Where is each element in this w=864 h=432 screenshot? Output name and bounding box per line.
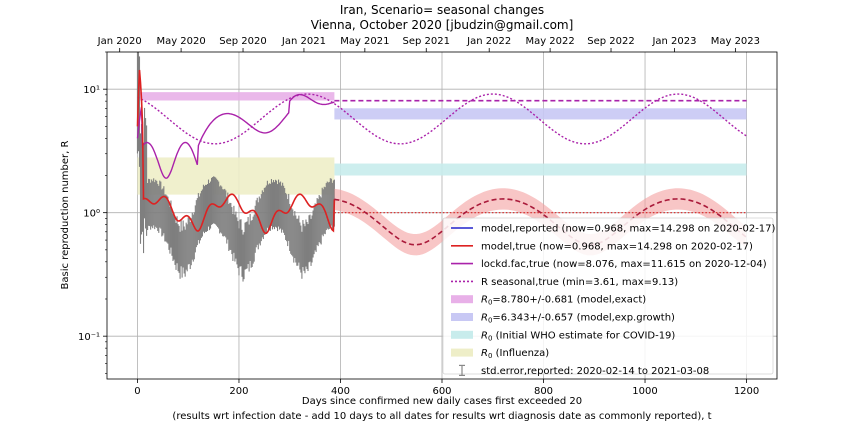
x-axis-label-2: (results wrt infection date - add 10 day…	[172, 411, 711, 422]
top-tick-label: May 2020	[156, 36, 205, 47]
r0-band-3	[137, 157, 335, 195]
y-axis-ticks: 10⁻¹ 10⁰ 10¹	[78, 51, 107, 374]
x-tick-label: 800	[534, 386, 553, 397]
x-tick-label: 600	[432, 386, 451, 397]
r0-band-0	[137, 92, 335, 101]
top-tick-label: May 2022	[525, 36, 574, 47]
lockdown-line	[136, 93, 335, 179]
legend-swatch-band	[451, 295, 473, 304]
top-tick-label: Jan 2020	[97, 36, 142, 47]
legend-label: R0=8.780+/-0.681 (model,exact)	[481, 295, 646, 307]
legend-box	[442, 217, 774, 375]
y-tick-label: 10¹	[83, 85, 100, 96]
legend-label: R0=6.343+/-0.657 (model,exp.growth)	[481, 313, 675, 325]
y-axis-label: Basic reproduction number, R	[60, 140, 71, 289]
legend-swatch-band	[451, 330, 473, 339]
top-tick-label: Jan 2023	[651, 36, 696, 47]
y-tick-label: 10⁻¹	[78, 332, 100, 343]
y-tick-label: 10⁰	[83, 209, 100, 220]
legend-swatch-band	[451, 313, 473, 321]
r0-band-1	[334, 108, 747, 120]
legend-label: std.error,reported: 2020-02-14 to 2021-0…	[481, 366, 709, 377]
legend: model,reported (now=0.968, max=14.298 on…	[442, 217, 776, 377]
x-tick-label: 1200	[734, 386, 759, 397]
top-date-axis: Jan 2020 May 2020 Sep 2020 Jan 2021 May 2021…	[97, 36, 760, 52]
legend-label: R0 (Initial WHO estimate for COVID-19)	[481, 330, 675, 342]
x-tick-label: 1000	[632, 386, 657, 397]
top-tick-label: May 2023	[711, 36, 760, 47]
top-tick-label: Sep 2022	[587, 36, 634, 47]
x-axis-label: Days since confirmed new daily cases fir…	[302, 396, 582, 407]
true-line	[136, 69, 336, 235]
legend-label: lockd.fac,true (now=8.076, max=11.615 on…	[481, 259, 767, 270]
legend-label: R seasonal,true (min=3.61, max=9.13)	[481, 277, 678, 288]
x-axis-ticks: 0 200 400 600 800 1000 1200	[134, 379, 759, 397]
true-projection-line	[334, 198, 747, 246]
chart-title: Iran, Scenario= seasonal changes	[340, 3, 544, 17]
r0-band-2	[334, 163, 747, 176]
seasonal-line	[137, 93, 747, 145]
r0-bands	[137, 92, 747, 195]
legend-swatch-band	[451, 348, 473, 357]
legend-label: R0 (Influenza)	[481, 348, 549, 360]
chart-subtitle: Vienna, October 2020 [jbudzin@gmail.com]	[311, 18, 574, 32]
top-tick-label: Jan 2021	[281, 36, 326, 47]
legend-label: model,reported (now=0.968, max=14.298 on…	[481, 224, 776, 235]
x-tick-label: 400	[331, 386, 350, 397]
top-tick-label: Sep 2021	[403, 36, 450, 47]
x-tick-label: 200	[229, 386, 248, 397]
x-tick-label: 0	[134, 386, 140, 397]
legend-label: model,true (now=0.968, max=14.298 on 202…	[481, 241, 753, 252]
top-tick-label: May 2021	[340, 36, 389, 47]
top-tick-label: Sep 2020	[219, 36, 266, 47]
top-tick-label: Jan 2022	[466, 36, 511, 47]
